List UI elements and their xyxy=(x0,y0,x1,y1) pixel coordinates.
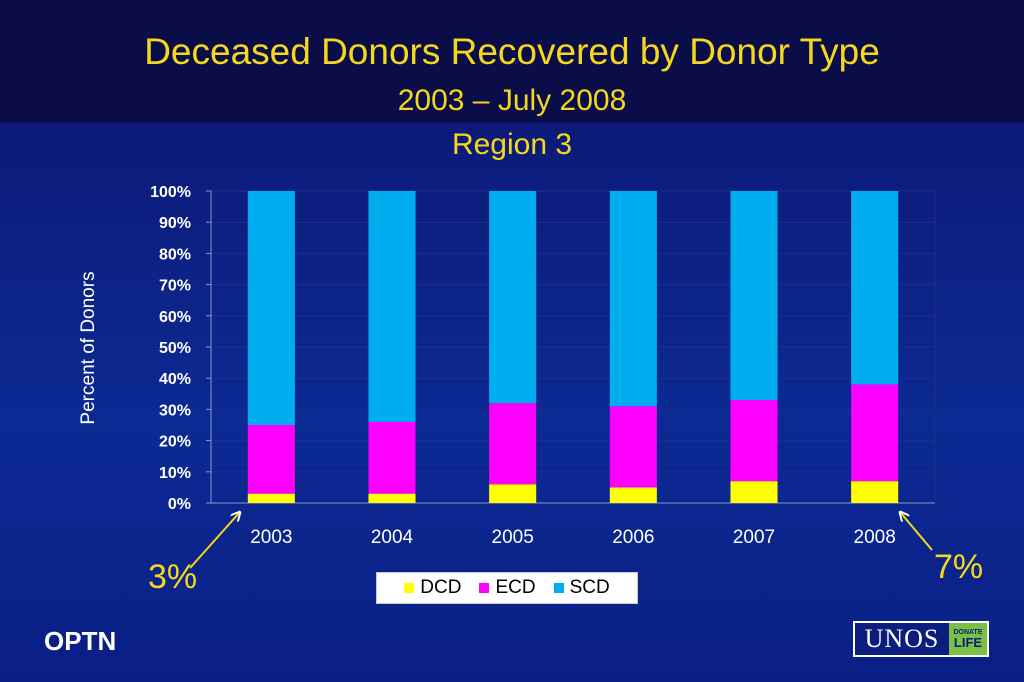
bar-scd-2008 xyxy=(851,191,899,385)
life-text: LIFE xyxy=(953,635,983,650)
axes xyxy=(206,190,936,504)
y-tick-label: 100% xyxy=(150,184,191,201)
legend-item-dcd: DCD xyxy=(404,577,461,599)
x-tick-label: 2007 xyxy=(733,527,775,548)
arrow-left xyxy=(189,512,240,569)
bar-scd-2005 xyxy=(489,191,537,404)
bar-dcd-2003 xyxy=(247,493,295,503)
donate-life-badge: DONATE LIFE xyxy=(949,623,987,655)
legend-swatch xyxy=(404,583,415,593)
bar-ecd-2005 xyxy=(489,403,537,485)
y-tick-label: 50% xyxy=(159,340,191,357)
grid-lines xyxy=(211,190,935,473)
y-tick-label: 40% xyxy=(159,371,191,388)
tick-labels: 0% 10% 20% 30% 40% 50% 60% 70% 80% 90% 100% 2003 200… xyxy=(150,184,896,548)
bar-scd-2007 xyxy=(730,191,778,401)
y-axis-label: Percent of Donors xyxy=(78,271,99,424)
legend-label: ECD xyxy=(495,577,536,598)
y-tick-label: 30% xyxy=(159,402,191,419)
bar-ecd-2007 xyxy=(730,400,778,482)
y-tick-label: 90% xyxy=(159,215,191,232)
bar-ecd-2008 xyxy=(851,384,899,482)
bars xyxy=(247,191,899,503)
bar-dcd-2008 xyxy=(851,481,899,503)
x-tick-label: 2008 xyxy=(854,527,896,548)
y-tick-label: 60% xyxy=(159,309,191,326)
bar-ecd-2004 xyxy=(368,421,416,494)
annotation-2008-dcd: 7% xyxy=(934,548,984,586)
x-tick-label: 2006 xyxy=(612,527,654,548)
chart-subtitle-region: Region 3 xyxy=(451,128,573,161)
legend-swatch xyxy=(553,583,564,593)
y-tick-label: 0% xyxy=(168,496,191,513)
unos-logo-text: UNOS xyxy=(855,623,949,655)
chart-subtitle-dates: 2003 – July 2008 xyxy=(397,84,627,117)
bar-dcd-2007 xyxy=(730,481,778,503)
chart-title: Deceased Donors Recovered by Donor Type xyxy=(144,31,880,72)
optn-label: OPTN xyxy=(44,626,117,656)
annotation-2003-dcd: 3% xyxy=(148,558,198,596)
bar-scd-2004 xyxy=(368,191,416,422)
legend-item-scd: SCD xyxy=(553,577,610,599)
arrow-right xyxy=(900,512,933,551)
x-tick-label: 2004 xyxy=(371,527,414,548)
donate-text: DONATE xyxy=(953,629,983,636)
y-tick-label: 10% xyxy=(159,465,191,482)
legend-label: DCD xyxy=(420,577,462,598)
bar-scd-2003 xyxy=(247,191,295,425)
legend-swatch xyxy=(479,583,490,593)
legend: DCD ECD SCD xyxy=(376,572,638,604)
y-tick-label: 80% xyxy=(159,246,191,263)
y-tick-label: 70% xyxy=(159,278,191,295)
bar-ecd-2003 xyxy=(247,425,295,494)
bar-dcd-2004 xyxy=(368,493,416,503)
y-tick-label: 20% xyxy=(159,434,191,451)
x-tick-label: 2005 xyxy=(492,527,534,548)
title-band xyxy=(0,0,1024,122)
legend-label: SCD xyxy=(569,577,610,598)
bar-dcd-2006 xyxy=(609,487,657,503)
bar-ecd-2006 xyxy=(609,406,657,488)
bar-dcd-2005 xyxy=(489,484,537,503)
x-tick-label: 2003 xyxy=(250,527,292,548)
bar-scd-2006 xyxy=(609,191,657,407)
unos-logo: UNOS DONATE LIFE xyxy=(853,621,989,657)
legend-item-ecd: ECD xyxy=(479,577,536,599)
